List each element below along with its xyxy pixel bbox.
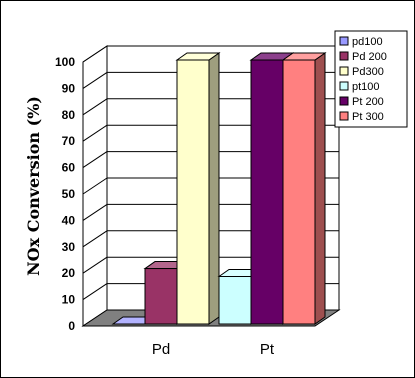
y-axis-label: NOx Conversion (%) <box>24 96 43 276</box>
y-tick-label: 20 <box>62 266 76 280</box>
y-tick-label: 80 <box>62 108 76 122</box>
gridline-side <box>82 98 108 116</box>
legend-swatch <box>339 81 349 91</box>
gridline-side <box>82 124 108 142</box>
y-tick-label: 0 <box>68 319 75 333</box>
legend-swatch <box>339 96 349 106</box>
legend-label: Pt 300 <box>352 111 384 123</box>
gridline-side <box>82 71 108 89</box>
bar-pd300 <box>175 52 221 325</box>
legend-swatch <box>339 111 349 121</box>
bar-top <box>281 52 327 61</box>
legend-item: Pt 300 <box>339 111 384 123</box>
x-category-label: Pd <box>152 341 170 358</box>
y-tick-label: 30 <box>62 240 76 254</box>
y-tick-label: 40 <box>62 213 76 227</box>
gridline-side <box>82 203 108 221</box>
legend-box <box>334 30 408 128</box>
bar-front <box>144 268 178 325</box>
legend-item: Pd 200 <box>339 51 387 63</box>
y-tick-label: 10 <box>62 293 76 307</box>
bar-top <box>175 52 221 61</box>
y-tick-labels: 0 10 20 30 40 50 60 70 80 90 100 <box>55 55 75 333</box>
legend-swatch <box>339 66 349 76</box>
gridline-side <box>82 151 108 169</box>
gridline-side <box>82 230 108 248</box>
gridline-side <box>82 256 108 274</box>
legend-label: Pd300 <box>352 66 384 78</box>
bar-front <box>176 59 210 325</box>
legend-label: Pd 200 <box>352 51 387 63</box>
gridline-side <box>82 177 108 195</box>
legend: pd100 Pd 200 Pd300 pt100 Pt 200 Pt 300 <box>334 30 408 128</box>
bar-front <box>218 275 252 325</box>
bars <box>111 52 327 325</box>
legend-label: pd100 <box>352 36 383 48</box>
y-tick-label: 70 <box>62 134 76 148</box>
y-tick-label: 100 <box>55 55 75 69</box>
y-tick-label: 50 <box>62 187 76 201</box>
legend-item: Pt 200 <box>339 96 384 108</box>
gridline-side <box>82 283 108 301</box>
legend-item: pt100 <box>339 81 380 93</box>
legend-item: pd100 <box>339 36 383 48</box>
legend-swatch <box>339 51 349 61</box>
y-tick-label: 90 <box>62 81 76 95</box>
legend-label: pt100 <box>352 81 380 93</box>
bar-side <box>208 52 220 325</box>
y-tick-label: 60 <box>62 161 76 175</box>
bar-pt-300 <box>281 52 327 325</box>
bar-side <box>314 52 326 325</box>
x-category-label: Pt <box>260 341 275 358</box>
legend-label: Pt 200 <box>352 96 384 108</box>
gridline-side <box>82 45 108 63</box>
x-category-labels: Pd Pt <box>152 341 275 358</box>
bar-front <box>250 59 284 325</box>
legend-item: Pd300 <box>339 66 384 78</box>
legend-swatch <box>339 36 349 46</box>
bar-front <box>282 59 316 325</box>
